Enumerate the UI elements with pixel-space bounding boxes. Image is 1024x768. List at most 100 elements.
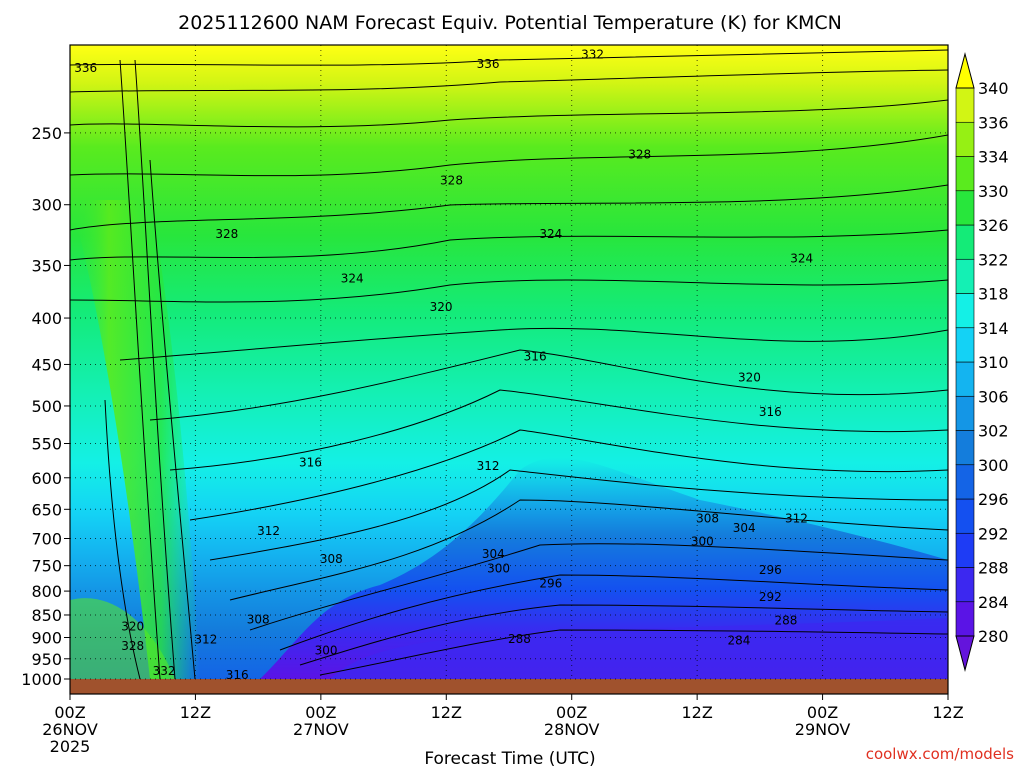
contour-label: 312 [477,459,500,473]
colorbar: 280 284 288 292 296 300 302 306 310 314 318 322 326 3… [955,52,1009,672]
colorbar-label: 330 [978,182,1009,201]
contour-label: 320 [738,370,761,384]
contour-label: 284 [727,634,750,648]
colorbar-swatch [955,532,975,568]
y-tick-label: 250 [31,124,62,143]
colorbar-label: 288 [978,559,1009,578]
x-tick-label: 28NOV [544,720,600,739]
colorbar-swatch [955,361,975,397]
contour-label: 328 [121,639,144,653]
contour-label: 308 [696,511,719,525]
contour-label: 300 [691,534,714,548]
contour-label: 328 [440,173,463,187]
contour-label: 308 [247,613,270,627]
y-tick-label: 800 [31,582,62,601]
x-tick-label: 00Z [556,703,587,722]
plot-area: 336 336 332 328 328 328 324 324 324 320 316 320 316 3… [69,44,949,695]
colorbar-swatch [955,258,975,294]
colorbar-swatch [955,293,975,329]
contour-label: 328 [628,147,651,161]
contour-label: 304 [482,547,505,561]
colorbar-label: 318 [978,285,1009,304]
contour-label: 288 [775,614,798,628]
contour-label: 328 [215,227,238,241]
contour-label: 316 [226,668,249,682]
y-tick-label: 700 [31,529,62,548]
contour-label: 312 [194,633,217,647]
x-tick-label: 00Z [807,703,838,722]
x-tick-label: 00Z [305,703,336,722]
contour-label: 292 [759,590,782,604]
contour-label: 316 [759,405,782,419]
plot-frame [69,44,949,695]
y-tick-label: 350 [31,256,62,275]
colorbar-label: 302 [978,422,1009,441]
colorbar-label: 300 [978,456,1009,475]
colorbar-swatch [955,156,975,192]
contour-label: 296 [539,577,562,591]
surface-warm-pocket [70,598,175,679]
colorbar-swatch [955,395,975,431]
colorbar-swatch [955,498,975,534]
contour-label: 304 [733,521,756,535]
colorbar-label: 296 [978,490,1009,509]
contour-label: 312 [785,511,808,525]
contour-label: 320 [121,619,144,633]
chart-title: 2025112600 NAM Forecast Equiv. Potential… [178,12,842,34]
contour-label: 300 [315,643,338,657]
contour-label: 336 [74,61,97,75]
x-axis-title: Forecast Time (UTC) [424,749,595,768]
colorbar-label: 340 [978,79,1009,98]
contour-label: 332 [581,48,604,62]
x-tick-label: 27NOV [293,720,349,739]
contour-label: 324 [341,272,364,286]
x-tick-label: 26NOV [42,720,98,739]
x-tick-label: 12Z [431,703,462,722]
y-tick-label: 500 [31,397,62,416]
x-tick-label: 12Z [932,703,963,722]
colorbar-swatch [955,224,975,260]
y-tick-label: 900 [31,628,62,647]
colorbar-label: 322 [978,250,1009,269]
contour-label-layer: 336 336 332 328 328 328 324 324 324 320 316 320 316 3… [74,48,813,682]
contour-label: 324 [539,227,562,241]
y-tick-label: 300 [31,196,62,215]
y-tick-label: 600 [31,469,62,488]
contour-label: 332 [153,664,176,678]
contour-label: 312 [257,524,280,538]
x-tick-label: 29NOV [795,720,851,739]
y-tick-label: 850 [31,606,62,625]
colorbar-label: 334 [978,148,1009,167]
colorbar-label: 310 [978,353,1009,372]
colorbar-label: 326 [978,216,1009,235]
grid [70,45,948,680]
colorbar-over-arrow [955,52,975,89]
x-tick-label: 12Z [681,703,712,722]
x-tick-label: 2025 [50,737,91,756]
colorbar-swatch [955,190,975,226]
warm-column [70,200,200,679]
colorbar-label: 292 [978,524,1009,543]
colorbar-swatch [955,121,975,157]
credit-label: coolwx.com/models [866,745,1014,763]
y-tick-label: 950 [31,650,62,669]
colorbar-swatch [955,567,975,603]
contour-label: 324 [790,252,813,266]
colorbar-under-arrow [955,635,975,672]
contour-label: 288 [508,632,531,646]
contour-label: 336 [477,57,500,71]
contour-label: 316 [524,349,547,363]
y-tick-label: 400 [31,309,62,328]
colorbar-label: 284 [978,593,1009,612]
contour-label: 300 [487,561,510,575]
colorbar-swatch [955,601,975,637]
y-axis: 250 300 350 400 450 500 550 600 650 700 750 800 850 9… [21,124,70,689]
cold-core [330,618,948,679]
colorbar-label: 314 [978,319,1009,338]
ground-surface [70,679,948,694]
colorbar-swatch [955,430,975,466]
colorbar-swatch [955,87,975,123]
contour-label: 296 [759,563,782,577]
